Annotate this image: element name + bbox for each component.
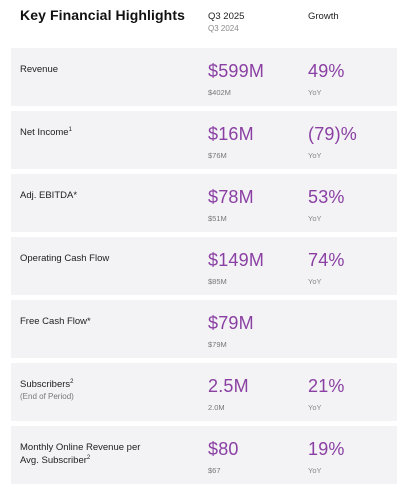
current-value: 2.5M: [208, 376, 249, 396]
footnote-marker: 2: [70, 379, 74, 385]
metric-sublabel: (End of Period): [20, 392, 74, 401]
metric-label-text: Revenue: [20, 64, 59, 75]
prior-period-label: Q3 2024: [208, 24, 239, 33]
prior-value: 2.0M: [208, 403, 225, 412]
prior-value: $402M: [208, 88, 231, 97]
metric-label: Subscribers2 (End of Period): [20, 378, 180, 403]
current-value: $79M: [208, 313, 254, 333]
footnote-marker: 2: [86, 455, 91, 461]
current-value: $78M: [208, 187, 254, 207]
table-row: Free Cash Flow* $79M $79M: [11, 300, 397, 358]
current-value: $80: [208, 439, 239, 459]
current-value: $149M: [208, 250, 265, 270]
metric-label-text: Adj. EBITDA*: [20, 190, 78, 201]
metric-label-text: Monthly Online Revenue per Avg. Subscrib…: [20, 442, 141, 466]
metric-label-text: Free Cash Flow*: [20, 316, 91, 327]
table-row: Monthly Online Revenue per Avg. Subscrib…: [11, 426, 397, 484]
current-period-label: Q3 2025: [208, 11, 245, 22]
growth-value: 74%: [308, 250, 345, 270]
prior-value: $85M: [208, 277, 227, 286]
growth-value: 49%: [308, 61, 345, 81]
yoy-label: YoY: [308, 403, 322, 412]
growth-value: (79)%: [308, 124, 358, 144]
yoy-label: YoY: [308, 466, 322, 475]
current-value: $599M: [208, 61, 265, 81]
prior-value: $51M: [208, 214, 227, 223]
yoy-label: YoY: [308, 214, 322, 223]
growth-column-header: Growth: [308, 11, 339, 22]
yoy-label: YoY: [308, 88, 322, 97]
metric-label: Adj. EBITDA*: [20, 189, 180, 202]
prior-value: $79M: [208, 340, 227, 349]
metric-label: Free Cash Flow*: [20, 315, 180, 328]
prior-value: $76M: [208, 151, 227, 160]
footnote-marker: 1: [68, 127, 72, 133]
prior-value: $67: [208, 466, 221, 475]
highlights-table: Revenue $599M $402M 49% YoY Net Income1 $16M $7…: [11, 48, 397, 484]
current-value: $16M: [208, 124, 254, 144]
growth-value: 19%: [308, 439, 345, 459]
metric-label: Net Income1: [20, 126, 180, 139]
yoy-label: YoY: [308, 151, 322, 160]
growth-value: 21%: [308, 376, 345, 396]
metric-label: Monthly Online Revenue per Avg. Subscrib…: [20, 441, 145, 467]
metric-label: Revenue: [20, 63, 180, 76]
metric-label-text: Operating Cash Flow: [20, 253, 110, 264]
table-row: Subscribers2 (End of Period) 2.5M 2.0M 21% Yo…: [11, 363, 397, 421]
period-column-header: Q3 2025 Q3 2024: [208, 11, 244, 35]
table-row: Adj. EBITDA* $78M $51M 53% YoY: [11, 174, 397, 232]
metric-label-text: Subscribers: [20, 379, 71, 390]
table-header: Key Financial Highlights Q3 2025 Q3 2024…: [11, 0, 397, 48]
metric-label: Operating Cash Flow: [20, 252, 180, 265]
table-row: Revenue $599M $402M 49% YoY: [11, 48, 397, 106]
metric-label-text: Net Income: [20, 127, 69, 138]
table-row: Operating Cash Flow $149M $85M 74% YoY: [11, 237, 397, 295]
growth-value: 53%: [308, 187, 345, 207]
yoy-label: YoY: [308, 277, 322, 286]
table-row: Net Income1 $16M $76M (79)% YoY: [11, 111, 397, 169]
page-title: Key Financial Highlights: [20, 7, 185, 23]
